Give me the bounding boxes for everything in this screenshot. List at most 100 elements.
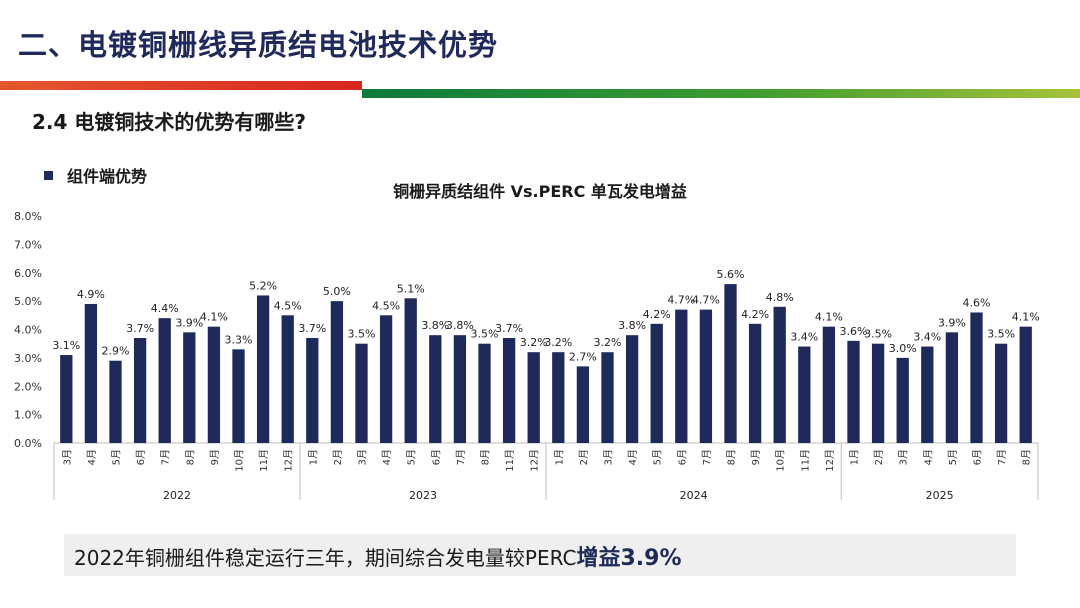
- bar: [896, 357, 909, 443]
- bar: [109, 360, 122, 443]
- bar: [429, 335, 442, 443]
- data-label: 3.2%: [594, 336, 622, 349]
- bar: [994, 343, 1008, 443]
- data-label: 3.5%: [471, 328, 499, 341]
- bar: [847, 340, 860, 443]
- data-label: 4.5%: [274, 299, 302, 312]
- bar: [576, 366, 590, 443]
- y-tick-label: 2.0%: [14, 380, 42, 393]
- bar: [748, 323, 762, 443]
- data-label: 5.6%: [717, 268, 745, 281]
- data-label: 4.5%: [372, 299, 400, 312]
- y-tick-label: 4.0%: [14, 324, 42, 337]
- x-tick-label: 10月: [234, 449, 246, 472]
- y-tick-label: 7.0%: [14, 238, 42, 251]
- bar: [232, 349, 245, 443]
- bar: [822, 326, 836, 443]
- summary-box: 2022年铜栅组件稳定运行三年，期间综合发电量较PERC增益3.9%: [64, 534, 1016, 576]
- chart-title: 铜栅异质结组件 Vs.PERC 单瓦发电增益: [393, 182, 687, 201]
- x-tick-label: 12月: [529, 449, 541, 472]
- x-tick-label: 6月: [676, 449, 688, 465]
- x-tick-label: 11月: [504, 449, 516, 472]
- data-label: 3.5%: [348, 328, 376, 341]
- header-band-red: [0, 81, 362, 90]
- data-label: 3.4%: [790, 331, 818, 344]
- data-label: 3.7%: [298, 322, 326, 335]
- data-label: 3.9%: [938, 316, 966, 329]
- x-tick-label: 3月: [357, 449, 369, 465]
- data-label: 4.4%: [151, 302, 179, 315]
- x-tick-label: 1月: [849, 449, 861, 465]
- bar: [601, 352, 614, 443]
- data-label: 4.2%: [643, 308, 671, 321]
- bar: [256, 295, 270, 443]
- x-tick-label: 8月: [1021, 449, 1033, 465]
- x-tick-label: 11月: [258, 449, 270, 472]
- bar: [355, 343, 368, 443]
- summary-main-text: 2022年铜栅组件稳定运行三年，期间综合发电量较PERC: [74, 546, 577, 570]
- year-label: 2025: [926, 489, 954, 502]
- bar: [773, 306, 786, 443]
- data-label: 3.8%: [618, 319, 646, 332]
- bar: [306, 338, 319, 443]
- x-tick-label: 3月: [61, 449, 73, 465]
- y-tick-label: 5.0%: [14, 295, 42, 308]
- data-label: 5.1%: [397, 282, 425, 295]
- data-label: 3.7%: [126, 322, 154, 335]
- x-tick-label: 8月: [726, 449, 738, 465]
- bar-chart: 0.0% 1.0% 2.0% 3.0% 4.0% 5.0% 6.0% 7.0% 8.0% 3.1%…: [14, 210, 1040, 502]
- bullet-square-icon: [44, 170, 53, 180]
- bar: [478, 343, 491, 443]
- bar: [158, 318, 171, 443]
- x-tick-label: 12月: [283, 449, 295, 472]
- data-label: 3.4%: [913, 331, 941, 344]
- year-label: 2022: [163, 489, 191, 502]
- x-tick-label: 5月: [111, 449, 123, 465]
- x-tick-label: 5月: [652, 449, 664, 465]
- bar: [871, 343, 885, 443]
- y-tick-label: 6.0%: [14, 267, 42, 280]
- data-label: 4.6%: [963, 296, 991, 309]
- summary-text: 2022年铜栅组件稳定运行三年，期间综合发电量较PERC增益3.9%: [74, 540, 682, 572]
- x-tick-label: 7月: [701, 449, 713, 465]
- bar: [133, 338, 147, 443]
- year-label: 2024: [680, 489, 708, 502]
- bar: [945, 332, 959, 443]
- data-label: 3.5%: [987, 328, 1015, 341]
- data-label: 3.8%: [421, 319, 449, 332]
- data-label: 3.3%: [225, 333, 253, 346]
- x-tick-label: 8月: [480, 449, 492, 465]
- x-tick-label: 1月: [307, 449, 319, 465]
- x-tick-label: 5月: [947, 449, 959, 465]
- bar: [724, 284, 737, 443]
- x-tick-label: 2月: [332, 449, 344, 465]
- x-tick-label: 8月: [184, 449, 196, 465]
- bar: [1019, 326, 1032, 443]
- x-tick-label: 7月: [455, 449, 467, 465]
- data-label: 4.7%: [667, 294, 695, 307]
- y-tick-label: 3.0%: [14, 352, 42, 365]
- section-subtitle: 2.4 电镀铜技术的优势有哪些?: [32, 110, 306, 134]
- x-tick-label: 3月: [898, 449, 910, 465]
- x-tick-label: 5月: [406, 449, 418, 465]
- bar: [650, 323, 663, 443]
- x-tick-label: 12月: [824, 449, 836, 472]
- x-tick-label: 9月: [750, 449, 762, 465]
- bar: [183, 332, 196, 443]
- data-label: 3.5%: [864, 328, 892, 341]
- data-label: 5.2%: [249, 279, 277, 292]
- bar: [330, 301, 344, 443]
- data-label: 3.8%: [446, 319, 474, 332]
- x-tick-label: 4月: [86, 449, 98, 465]
- data-label: 3.6%: [840, 325, 868, 338]
- data-label: 3.1%: [52, 339, 80, 352]
- data-label: 4.9%: [77, 288, 105, 301]
- y-tick-label: 8.0%: [14, 210, 42, 223]
- bar: [970, 312, 983, 443]
- bar: [207, 326, 221, 443]
- bar: [527, 352, 540, 443]
- data-label: 4.1%: [815, 311, 843, 324]
- data-label: 3.9%: [175, 316, 203, 329]
- data-label: 3.2%: [544, 336, 572, 349]
- header-band-green: [362, 89, 1080, 98]
